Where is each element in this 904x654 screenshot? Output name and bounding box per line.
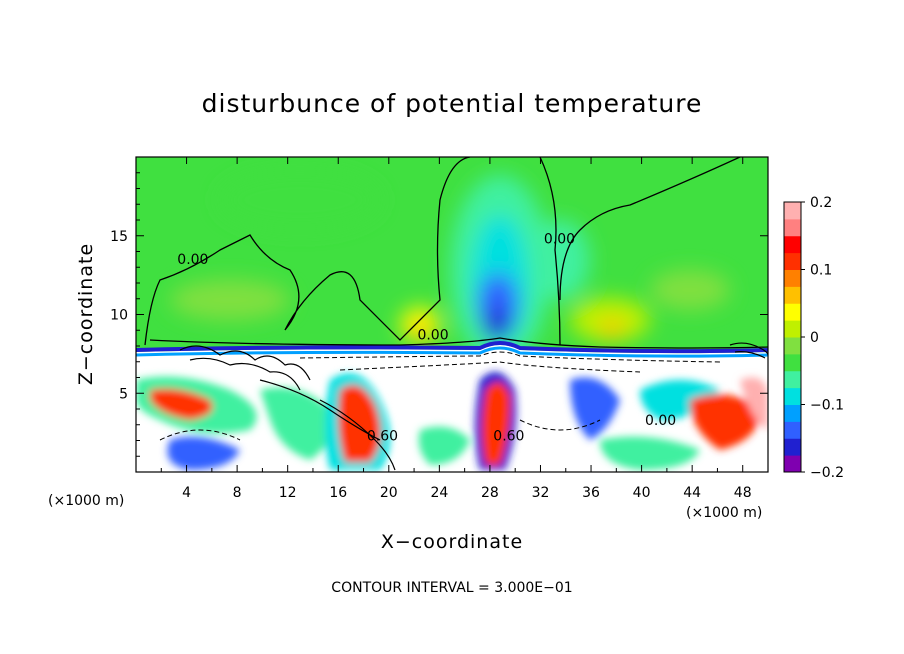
colorbar-swatch	[784, 387, 801, 405]
y-axis-label: Z−coordinate	[75, 243, 97, 385]
contour-label: 0.00	[177, 252, 208, 268]
contour-label: 0.60	[493, 429, 524, 445]
x-tick-label: 44	[683, 485, 701, 501]
x-axis: 4 8 12 16 20 24 28 32 36 40 44 48	[160, 157, 752, 501]
y-tick-label: 15	[110, 229, 128, 245]
contour-label: 0.60	[367, 429, 398, 445]
x-tick-label: 12	[279, 485, 297, 501]
x-tick-label: 24	[430, 485, 448, 501]
colorbar-swatch	[784, 286, 801, 304]
colorbar-swatch	[784, 320, 801, 338]
contour-label: 0.00	[417, 328, 448, 344]
colorbar-tick-label: 0.2	[810, 195, 832, 211]
contour-label: 0.00	[645, 413, 676, 429]
colorbar-swatch	[784, 252, 801, 270]
colorbar-swatch	[784, 421, 801, 439]
colorbar-swatch	[784, 353, 801, 372]
contour-label: 0.00	[544, 232, 575, 248]
colorbar-swatch	[784, 455, 801, 473]
colorbar-swatch	[784, 218, 801, 237]
colorbar-swatch	[784, 235, 801, 254]
x-tick-label: 36	[582, 485, 600, 501]
chart-title: disturbunce of potential temperature	[202, 89, 703, 118]
colorbar-swatch	[784, 438, 801, 456]
x-tick-label: 40	[633, 485, 651, 501]
x-unit-right: (×1000 m)	[686, 505, 762, 521]
x-tick-label: 28	[481, 485, 499, 501]
colorbar-tick-label: 0.1	[810, 263, 832, 279]
y-axis: 5 10 15	[110, 172, 768, 457]
colorbar-tick-label: 0	[810, 330, 819, 346]
colorbar-swatch	[784, 202, 801, 220]
colorbar-swatch	[784, 337, 801, 355]
heatmap-field	[136, 157, 768, 472]
x-tick-label: 32	[532, 485, 550, 501]
x-axis-label: X−coordinate	[381, 531, 523, 553]
colorbar-tick-label: −0.1	[810, 398, 844, 414]
contour-interval-note: CONTOUR INTERVAL = 3.000E−01	[331, 580, 572, 596]
x-unit-left: (×1000 m)	[48, 493, 124, 509]
x-tick-label: 20	[380, 485, 398, 501]
colorbar-swatch	[784, 370, 801, 389]
colorbar-swatch	[784, 303, 801, 321]
contour-labels: 0.00 0.00 0.00 0.60 0.60 0.00	[177, 232, 676, 445]
x-tick-label: 16	[329, 485, 347, 501]
y-tick-label: 10	[110, 308, 128, 324]
colorbar: 0.2 0.1 0 −0.1 −0.2	[783, 195, 844, 481]
x-tick-label: 48	[734, 485, 752, 501]
colorbar-swatch	[784, 269, 801, 287]
x-tick-label: 4	[182, 485, 191, 501]
y-tick-label: 5	[119, 386, 128, 402]
colorbar-swatch	[784, 404, 801, 422]
colorbar-tick-label: −0.2	[810, 465, 844, 481]
x-tick-label: 8	[233, 485, 242, 501]
